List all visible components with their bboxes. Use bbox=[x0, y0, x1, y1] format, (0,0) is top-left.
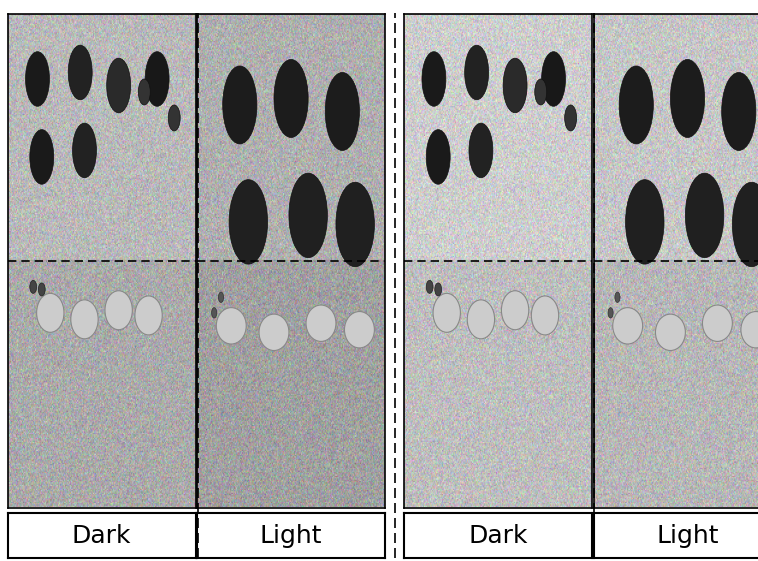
Ellipse shape bbox=[426, 280, 433, 293]
Ellipse shape bbox=[722, 72, 756, 150]
Ellipse shape bbox=[105, 291, 133, 330]
Text: Light: Light bbox=[260, 524, 322, 548]
Ellipse shape bbox=[39, 283, 45, 296]
Ellipse shape bbox=[467, 300, 494, 339]
Ellipse shape bbox=[336, 182, 374, 266]
Ellipse shape bbox=[685, 173, 724, 257]
Ellipse shape bbox=[612, 307, 643, 344]
Ellipse shape bbox=[36, 293, 64, 332]
Ellipse shape bbox=[426, 130, 450, 184]
Ellipse shape bbox=[565, 105, 577, 131]
Ellipse shape bbox=[325, 72, 359, 150]
Text: Dark: Dark bbox=[72, 524, 131, 548]
Ellipse shape bbox=[608, 307, 613, 318]
Ellipse shape bbox=[732, 182, 758, 266]
Ellipse shape bbox=[469, 123, 493, 178]
Ellipse shape bbox=[107, 58, 130, 113]
Ellipse shape bbox=[619, 66, 653, 144]
Ellipse shape bbox=[73, 123, 96, 178]
Ellipse shape bbox=[274, 59, 309, 137]
Ellipse shape bbox=[135, 296, 162, 335]
Ellipse shape bbox=[615, 292, 620, 302]
Ellipse shape bbox=[306, 305, 336, 342]
Ellipse shape bbox=[502, 291, 529, 330]
Ellipse shape bbox=[625, 180, 664, 264]
Ellipse shape bbox=[503, 58, 527, 113]
Ellipse shape bbox=[70, 300, 98, 339]
Ellipse shape bbox=[289, 173, 327, 257]
Text: Light: Light bbox=[656, 524, 719, 548]
Ellipse shape bbox=[229, 180, 268, 264]
Ellipse shape bbox=[656, 314, 685, 351]
Ellipse shape bbox=[259, 314, 289, 351]
Ellipse shape bbox=[741, 311, 758, 348]
Ellipse shape bbox=[534, 79, 547, 105]
Ellipse shape bbox=[465, 45, 489, 100]
Ellipse shape bbox=[211, 307, 217, 318]
Ellipse shape bbox=[68, 45, 92, 100]
Ellipse shape bbox=[703, 305, 732, 342]
Ellipse shape bbox=[531, 296, 559, 335]
Ellipse shape bbox=[138, 79, 150, 105]
Ellipse shape bbox=[422, 52, 446, 106]
Ellipse shape bbox=[670, 59, 705, 137]
Ellipse shape bbox=[433, 293, 460, 332]
Ellipse shape bbox=[145, 52, 169, 106]
Ellipse shape bbox=[30, 280, 36, 293]
Ellipse shape bbox=[30, 130, 54, 184]
Ellipse shape bbox=[344, 311, 374, 348]
Ellipse shape bbox=[26, 52, 49, 106]
Ellipse shape bbox=[435, 283, 442, 296]
Ellipse shape bbox=[216, 307, 246, 344]
Ellipse shape bbox=[218, 292, 224, 302]
Text: Dark: Dark bbox=[468, 524, 528, 548]
Ellipse shape bbox=[168, 105, 180, 131]
Ellipse shape bbox=[541, 52, 565, 106]
Ellipse shape bbox=[223, 66, 257, 144]
